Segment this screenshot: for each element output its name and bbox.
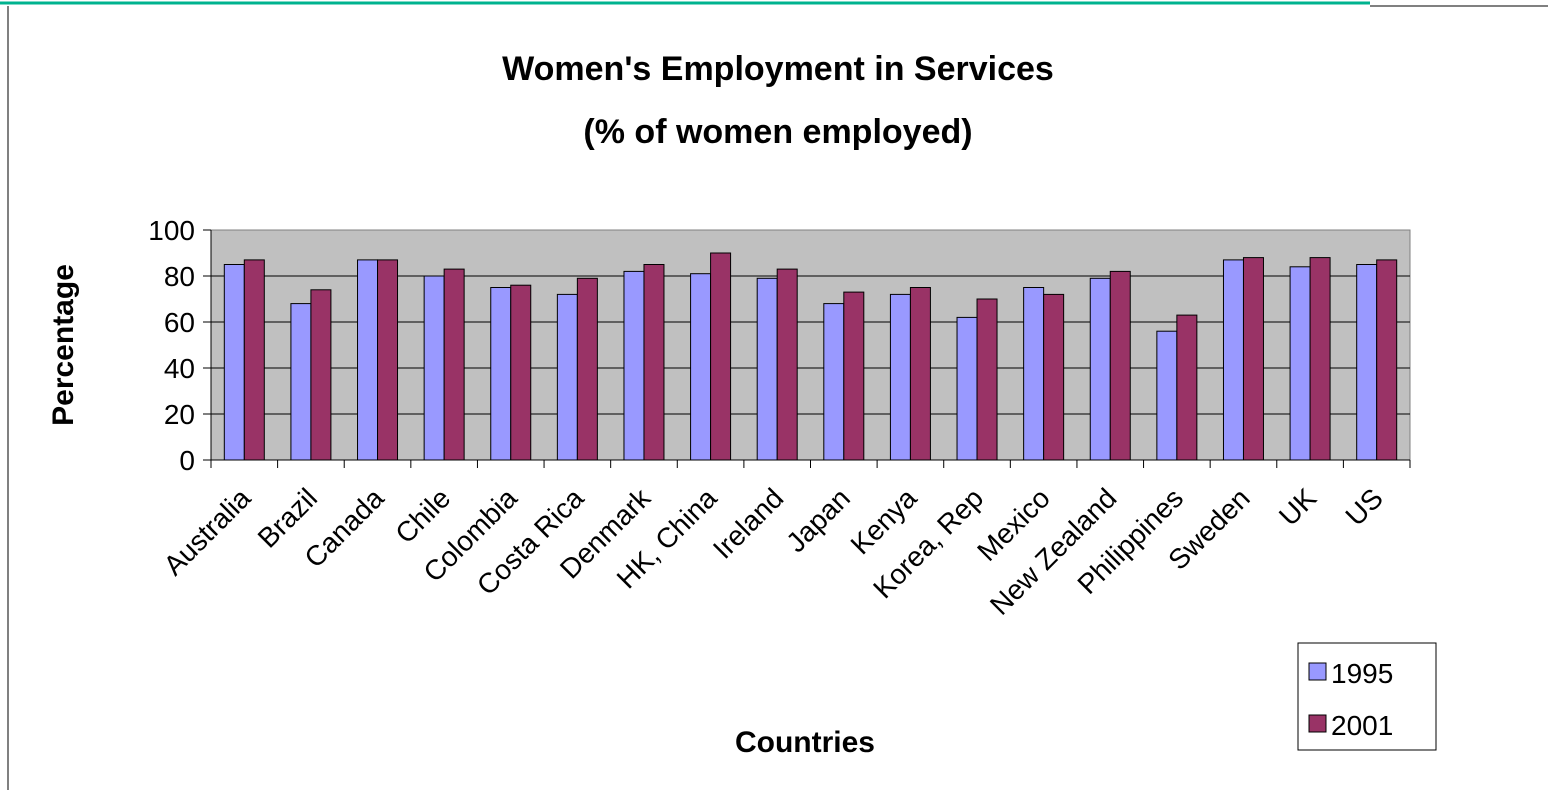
bar-1995-canada: [357, 259, 379, 461]
bar-2001-chile: [443, 268, 465, 461]
bar-2001-denmark: [643, 264, 665, 461]
bar-2001-colombia: [510, 284, 532, 461]
bar-1995-kenya: [889, 293, 911, 461]
bar-2001-sweden: [1242, 257, 1264, 461]
bar-1995-denmark: [623, 270, 645, 461]
legend: 1995 2001: [1297, 642, 1437, 751]
bar-1995-sweden: [1222, 259, 1244, 461]
bar-1995-costa-rica: [556, 293, 578, 461]
y-tick-label-100: 100: [148, 215, 195, 246]
bar-2001-ireland: [776, 268, 798, 461]
bar-2001-kenya: [909, 287, 931, 461]
bar-1995-korea-rep: [956, 316, 978, 461]
bar-1995-ireland: [756, 277, 778, 461]
bar-1995-hk-china: [690, 273, 712, 461]
bar-2001-canada: [377, 259, 399, 461]
y-axis-title: Percentage: [47, 264, 80, 426]
bar-1995-mexico: [1023, 287, 1045, 461]
bar-2001-brazil: [310, 289, 332, 461]
bar-1995-japan: [823, 303, 845, 461]
bar-1995-uk: [1289, 266, 1311, 461]
axes: [203, 229, 1411, 468]
bar-1995-us: [1356, 264, 1378, 461]
bar-2001-uk: [1309, 257, 1331, 461]
legend-swatch-2001: [1308, 714, 1327, 733]
bar-2001-korea-rep: [976, 298, 998, 461]
x-axis-title: Countries: [735, 726, 875, 759]
bar-1995-colombia: [490, 287, 512, 461]
bar-1995-philippines: [1156, 330, 1178, 461]
legend-label-1995: 1995: [1331, 658, 1393, 689]
chart-title-line-1: Women's Employment in Services: [502, 50, 1054, 88]
x-category-label-japan: Japan: [780, 482, 856, 558]
y-tick-label-0: 0: [179, 445, 195, 476]
bar-2001-australia: [243, 259, 265, 461]
bar-2001-new-zealand: [1109, 270, 1131, 461]
x-category-label-uk: UK: [1273, 482, 1323, 532]
legend-swatch-1995: [1308, 662, 1327, 681]
bar-2001-costa-rica: [576, 277, 598, 461]
y-tick-label-80: 80: [164, 261, 195, 292]
bar-2001-us: [1376, 259, 1398, 461]
x-category-label-us: US: [1340, 482, 1389, 531]
plot-area: [210, 229, 1411, 461]
bar-2001-japan: [843, 291, 865, 461]
y-tick-label-40: 40: [164, 353, 195, 384]
legend-label-2001: 2001: [1331, 710, 1393, 741]
bar-1995-australia: [223, 264, 245, 461]
bar-2001-philippines: [1176, 314, 1198, 461]
x-category-label-ireland: Ireland: [707, 482, 789, 564]
bar-1995-chile: [423, 275, 445, 461]
y-tick-label-20: 20: [164, 399, 195, 430]
bar-1995-new-zealand: [1089, 277, 1111, 461]
y-tick-labels: 0 20 40 60 80 100: [148, 215, 195, 476]
bar-2001-hk-china: [710, 252, 732, 461]
y-tick-label-60: 60: [164, 307, 195, 338]
x-category-label-australia: Australia: [158, 482, 257, 581]
chart-title-line-2: (% of women employed): [583, 113, 972, 151]
bar-2001-mexico: [1043, 293, 1065, 461]
gridlines: [211, 275, 1410, 415]
bar-1995-brazil: [290, 303, 312, 461]
